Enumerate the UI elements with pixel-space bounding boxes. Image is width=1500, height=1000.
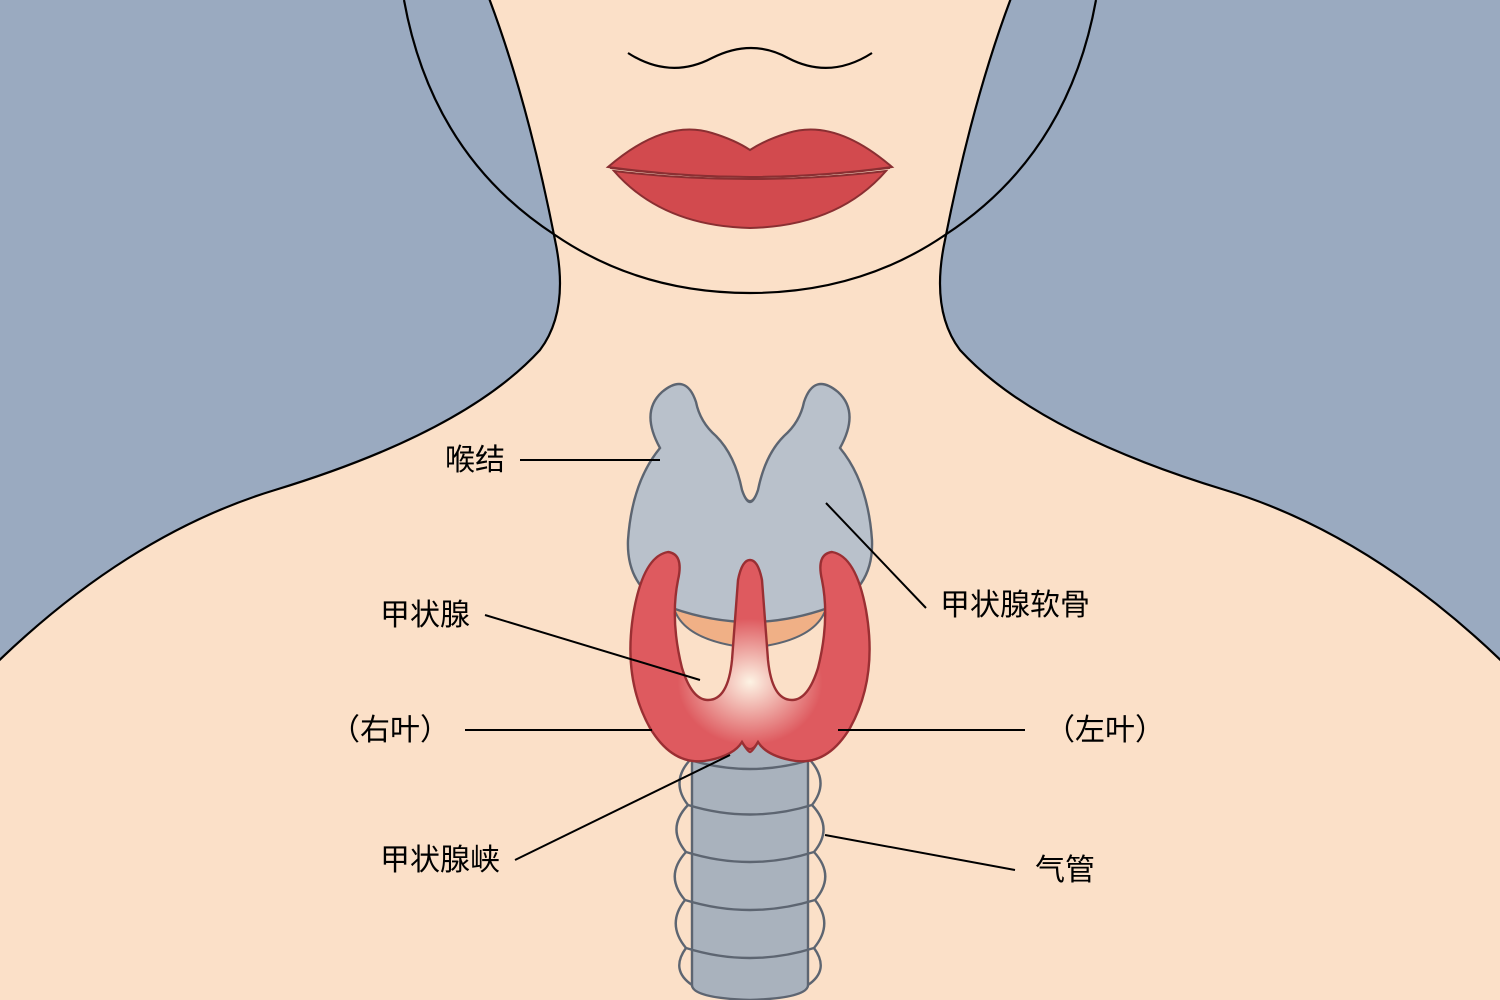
label-trachea: 气管 bbox=[1035, 854, 1095, 887]
label-thyroid_gland: 甲状腺 bbox=[380, 599, 470, 632]
thyroid-anatomy-diagram: 喉结甲状腺 （右叶） 甲状腺峡 甲状腺软骨 （左叶） 气管 bbox=[0, 0, 1500, 1000]
thyroid-gland bbox=[630, 552, 869, 761]
thyroid-body bbox=[630, 552, 869, 761]
label-left_lobe: （左叶） bbox=[1045, 714, 1165, 747]
label-right_lobe: （右叶） bbox=[330, 714, 450, 747]
label-larynx_nodule: 喉结 bbox=[445, 444, 505, 477]
label-thyroid_cartilage: 甲状腺软骨 bbox=[940, 589, 1090, 622]
label-isthmus: 甲状腺峡 bbox=[380, 844, 500, 877]
